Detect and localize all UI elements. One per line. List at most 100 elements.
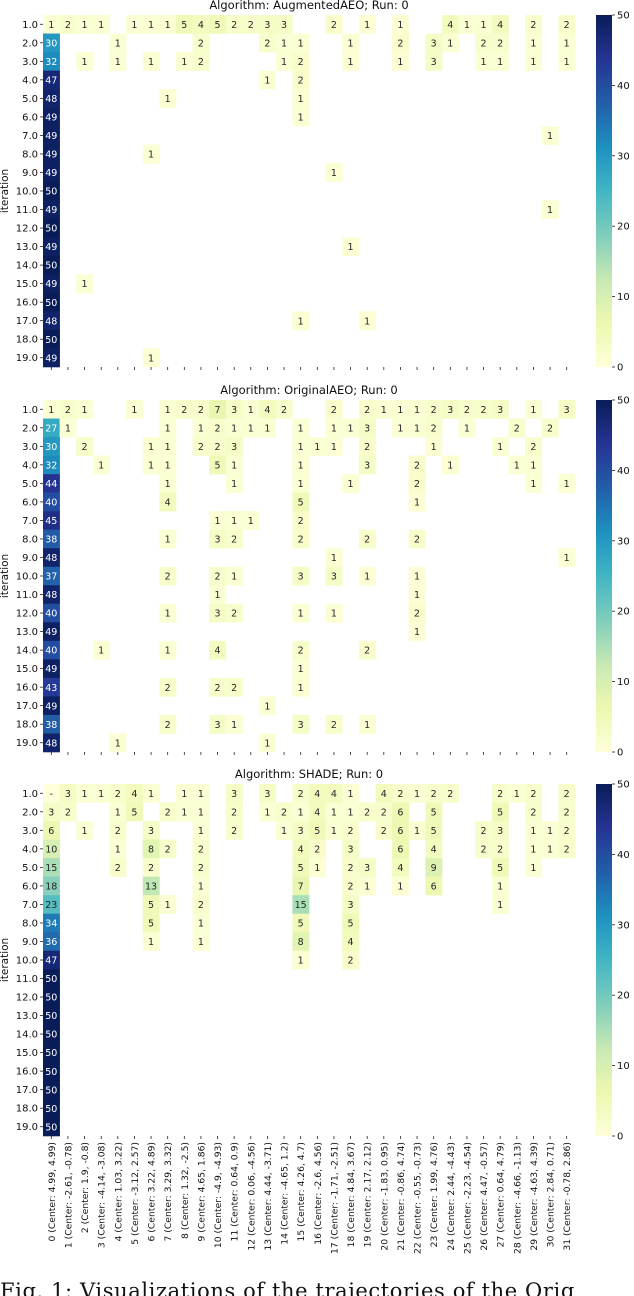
heatmap-cell (292, 492, 310, 512)
cell-label: 2 (364, 807, 370, 818)
y-axis-label: iteration (0, 554, 11, 598)
heatmap-cell (225, 802, 243, 822)
heatmap-cell (558, 821, 576, 840)
cell-label: 1 (381, 405, 387, 416)
cell-label: 1 (131, 20, 137, 31)
y-tick-label: 8.0 (22, 918, 38, 929)
x-tick-label: 15 (Center: 4.26, 4.7) (296, 1142, 307, 1241)
cell-label: 1 (348, 807, 354, 818)
cell-label: 49 (45, 353, 57, 364)
cell-label: 1 (181, 789, 187, 800)
cell-label: 1 (131, 405, 137, 416)
cell-label: 50 (45, 1067, 57, 1078)
cell-label: 1 (497, 900, 503, 911)
cell-label: 1 (331, 442, 337, 453)
cell-label: 1 (514, 789, 520, 800)
cell-label: 2 (481, 405, 487, 416)
cell-label: 4 (397, 863, 403, 874)
heatmap-cell (358, 455, 376, 475)
heatmap-cell (425, 418, 443, 438)
cell-label: 1 (198, 423, 204, 434)
heatmap-cell (342, 895, 360, 914)
heatmap-cell (159, 802, 177, 822)
cell-label: 4 (264, 405, 270, 416)
heatmap-cell (43, 418, 60, 438)
heatmap-cell (192, 784, 210, 803)
cell-label: 2 (364, 442, 370, 453)
cell-label: 2 (215, 442, 221, 453)
heatmap-cell (508, 455, 526, 475)
heatmap-cell (43, 566, 60, 586)
cell-label: 1 (314, 863, 320, 874)
cell-label: 1 (298, 479, 304, 490)
heatmap-cell (109, 858, 127, 877)
heatmap-cell (525, 858, 543, 877)
cell-label: 1 (414, 826, 420, 837)
cell-label: 1 (165, 479, 171, 490)
cell-label: 1 (547, 844, 553, 855)
x-tick-label: 5 (Center: -3.12, 2.57) (130, 1142, 141, 1245)
x-tick-label: 26 (Center: 4.47, -0.57) (479, 1142, 490, 1251)
heatmap-cell (491, 15, 509, 34)
cell-label: 4 (314, 807, 320, 818)
colorbar-tick-label: 30 (617, 920, 630, 931)
heatmap-cell (358, 400, 376, 419)
heatmap-cell (325, 418, 343, 438)
cell-label: 3 (231, 405, 237, 416)
heatmap-cell (558, 33, 576, 53)
cell-label: 2 (165, 720, 171, 731)
heatmap-cell (209, 714, 227, 734)
heatmap-cell (558, 784, 576, 803)
cell-label: 1 (564, 479, 570, 490)
cell-label: 4 (331, 789, 337, 800)
cell-label: 1 (431, 442, 437, 453)
heatmap-cell (159, 640, 177, 660)
cell-label: 1 (198, 789, 204, 800)
colorbar (596, 784, 612, 1136)
cell-label: 1 (447, 38, 453, 49)
cell-label: 2 (497, 844, 503, 855)
cell-label: 2 (547, 423, 553, 434)
cell-label: 3 (148, 826, 154, 837)
heatmap-cell (292, 418, 310, 438)
cell-label: 1 (414, 423, 420, 434)
heatmap-cell (342, 52, 360, 71)
heatmap-cell (76, 52, 94, 71)
heatmap-cell (508, 784, 526, 803)
cell-label: 3 (431, 38, 437, 49)
heatmap-cell (491, 876, 509, 896)
y-tick-label: 13.0 (16, 1011, 38, 1022)
colorbar-tick-label: 20 (617, 222, 630, 233)
cell-label: 1 (414, 627, 420, 638)
heatmap-cell (358, 714, 376, 734)
heatmap-cell (43, 1098, 60, 1118)
cell-label: 2 (331, 20, 337, 31)
heatmap-cell (525, 802, 543, 822)
cell-label: 5 (181, 20, 187, 31)
cell-label: 1 (414, 572, 420, 583)
heatmap-cell (475, 15, 493, 34)
cell-label: 1 (497, 881, 503, 892)
heatmap-cell (475, 821, 493, 840)
heatmap-cell (43, 237, 60, 257)
cell-label: 2 (231, 683, 237, 694)
cell-label: 2 (464, 405, 470, 416)
cell-label: 1 (298, 460, 304, 471)
heatmap-cell (242, 418, 260, 438)
heatmap-cell (275, 33, 293, 53)
cell-label: 49 (45, 112, 57, 123)
cell-label: 2 (215, 423, 221, 434)
heatmap-cell (292, 895, 310, 914)
heatmap-cell (541, 126, 559, 145)
y-tick-label: 11.0 (16, 590, 38, 601)
x-tick-label: 25 (Center: -2.23, -4.54) (462, 1142, 473, 1254)
cell-label: 1 (298, 664, 304, 675)
heatmap-cell (176, 784, 193, 803)
heatmap-cell (43, 784, 60, 803)
y-tick-label: 11.0 (16, 205, 38, 216)
heatmap-cell (192, 418, 210, 438)
heatmap-cell (425, 784, 443, 803)
y-tick-label: 19.0 (16, 1122, 38, 1133)
cell-label: 1 (248, 405, 254, 416)
cell-label: 1 (115, 38, 121, 49)
